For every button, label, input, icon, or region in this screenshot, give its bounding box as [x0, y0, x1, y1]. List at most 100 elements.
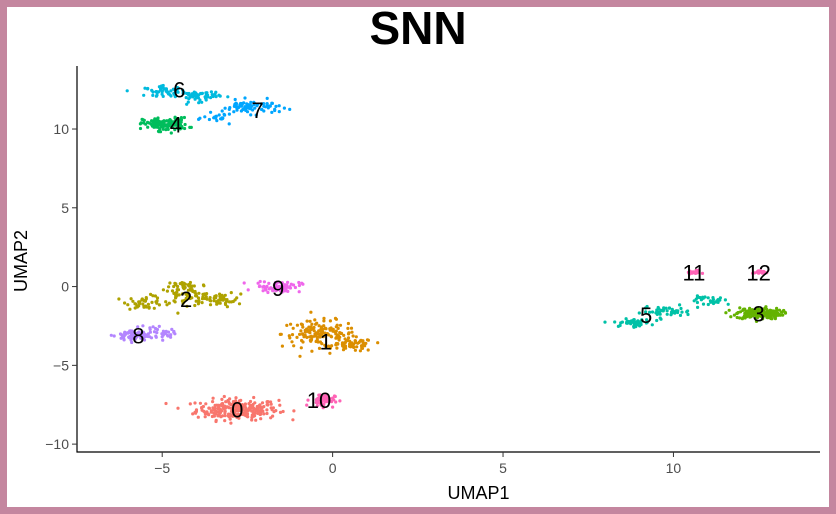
data-point: [292, 409, 296, 413]
cluster-label-6: 6: [173, 78, 185, 103]
data-point: [328, 351, 332, 355]
data-point: [334, 400, 338, 404]
data-point: [129, 335, 133, 339]
data-point: [250, 409, 254, 413]
data-point: [260, 401, 265, 405]
data-point: [259, 412, 263, 416]
data-point: [309, 325, 313, 329]
data-point: [224, 302, 228, 307]
data-point: [766, 311, 770, 315]
data-point: [267, 281, 271, 285]
data-point: [290, 340, 294, 344]
data-point: [315, 404, 319, 408]
data-point: [180, 281, 184, 285]
data-point: [619, 321, 623, 325]
data-point: [376, 341, 380, 345]
data-point: [222, 407, 226, 411]
data-point: [320, 398, 324, 402]
data-point: [277, 398, 281, 402]
data-point: [161, 288, 165, 292]
data-point: [198, 401, 202, 405]
data-point: [297, 290, 301, 294]
cluster-11-points: [686, 268, 705, 276]
data-point: [285, 323, 289, 327]
y-tick-label: −10: [45, 436, 69, 452]
data-point: [223, 419, 227, 423]
data-point: [133, 302, 137, 306]
data-point: [280, 284, 285, 288]
data-point: [225, 305, 229, 309]
data-point: [320, 342, 324, 346]
data-point: [222, 394, 226, 399]
data-point: [201, 283, 206, 287]
y-tick-label: 5: [61, 200, 69, 216]
data-point: [155, 299, 159, 303]
data-point: [155, 301, 159, 305]
data-point: [227, 122, 231, 126]
data-point: [185, 91, 189, 96]
data-point: [204, 98, 208, 102]
cluster-label-2: 2: [180, 287, 192, 312]
data-point: [695, 300, 700, 305]
data-point: [138, 302, 142, 306]
data-point: [301, 325, 305, 329]
data-point: [324, 346, 328, 350]
data-point: [366, 348, 370, 352]
data-point: [228, 402, 232, 406]
data-point: [256, 281, 260, 285]
data-point: [194, 299, 198, 303]
data-point: [251, 402, 255, 407]
data-point: [319, 395, 323, 399]
data-point: [288, 286, 292, 290]
y-tick-label: −5: [53, 357, 69, 373]
data-point: [209, 90, 213, 94]
data-point: [259, 417, 263, 421]
data-point: [261, 289, 265, 293]
data-point: [162, 121, 166, 125]
data-point: [181, 88, 185, 92]
data-point: [687, 272, 692, 276]
data-point: [188, 125, 192, 129]
data-point: [138, 333, 142, 337]
data-point: [346, 321, 350, 326]
data-point: [762, 308, 766, 313]
data-point: [173, 95, 177, 99]
data-point: [209, 410, 213, 414]
data-point: [634, 325, 638, 329]
data-point: [665, 309, 669, 313]
data-point: [700, 271, 705, 275]
data-point: [164, 89, 168, 93]
data-point: [281, 288, 285, 292]
cluster-label-3: 3: [753, 301, 765, 326]
data-point: [142, 93, 146, 97]
data-point: [253, 106, 257, 110]
data-point: [250, 415, 254, 420]
data-point: [207, 117, 211, 122]
data-point: [317, 346, 322, 350]
data-point: [291, 283, 296, 287]
data-point: [291, 326, 295, 330]
x-tick-label: 0: [329, 460, 337, 476]
data-point: [780, 310, 784, 314]
data-point: [781, 313, 785, 317]
data-point: [258, 284, 262, 288]
data-point: [233, 97, 237, 102]
data-point: [743, 311, 747, 315]
data-point: [297, 283, 301, 288]
data-point: [288, 336, 292, 340]
data-point: [193, 92, 197, 97]
data-point: [138, 126, 143, 131]
data-point: [330, 328, 334, 332]
data-point: [191, 412, 195, 416]
data-point: [742, 314, 747, 318]
data-point: [227, 112, 231, 116]
data-point: [141, 302, 145, 306]
data-point: [109, 333, 113, 337]
data-point: [743, 307, 747, 311]
data-point: [193, 303, 197, 308]
data-point: [235, 108, 239, 112]
data-point: [157, 303, 161, 307]
data-point: [310, 322, 314, 326]
data-point: [167, 301, 171, 305]
data-point: [275, 280, 279, 284]
